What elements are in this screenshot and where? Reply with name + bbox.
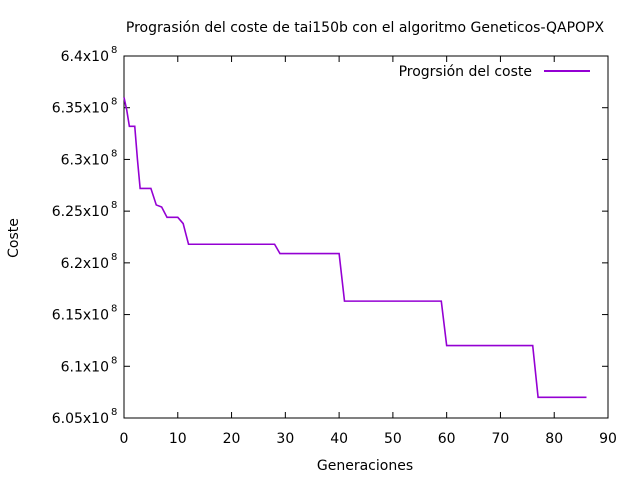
x-tick-label: 70 (492, 431, 510, 447)
x-tick-label: 30 (276, 431, 294, 447)
y-tick-exponent: 8 (111, 200, 117, 211)
plot-frame (123, 55, 609, 419)
y-axis-label: Coste (6, 218, 22, 258)
y-tick-exponent: 8 (111, 45, 117, 56)
x-tick-label: 50 (384, 431, 402, 447)
y-axis: 6.05x10 86.1x10 86.15x10 86.2x10 86.25x10 86.… (52, 45, 608, 427)
y-tick-exponent: 8 (111, 304, 117, 315)
y-tick-label: 6.2x10 (61, 256, 109, 272)
x-tick-label: 20 (223, 431, 241, 447)
series-group (123, 97, 587, 399)
y-tick-exponent: 8 (111, 97, 117, 108)
x-axis-label: Generaciones (317, 458, 413, 474)
x-tick-label: 0 (120, 431, 129, 447)
y-tick-label: 6.05x10 (52, 411, 109, 427)
y-tick-exponent: 8 (111, 355, 117, 366)
x-tick-label: 80 (545, 431, 563, 447)
series-line (123, 97, 587, 399)
legend-label: Progrsión del coste (399, 64, 532, 80)
chart-title: Prograsión del coste de tai150b con el a… (126, 20, 605, 36)
y-tick-label: 6.4x10 (61, 49, 109, 65)
legend: Progrsión del coste (399, 64, 590, 80)
y-tick-label: 6.35x10 (52, 101, 109, 117)
y-tick-label: 6.15x10 (52, 308, 109, 324)
y-tick-exponent: 8 (111, 407, 117, 418)
y-tick-exponent: 8 (111, 148, 117, 159)
y-tick-label: 6.3x10 (61, 152, 109, 168)
x-tick-label: 90 (599, 431, 617, 447)
y-tick-exponent: 8 (111, 252, 117, 263)
x-tick-label: 40 (330, 431, 348, 447)
y-tick-label: 6.1x10 (61, 359, 109, 375)
y-tick-label: 6.25x10 (52, 204, 109, 220)
x-tick-label: 60 (438, 431, 456, 447)
x-tick-label: 10 (169, 431, 187, 447)
x-axis: 0 10 20 30 40 50 60 70 80 90 (120, 56, 617, 447)
